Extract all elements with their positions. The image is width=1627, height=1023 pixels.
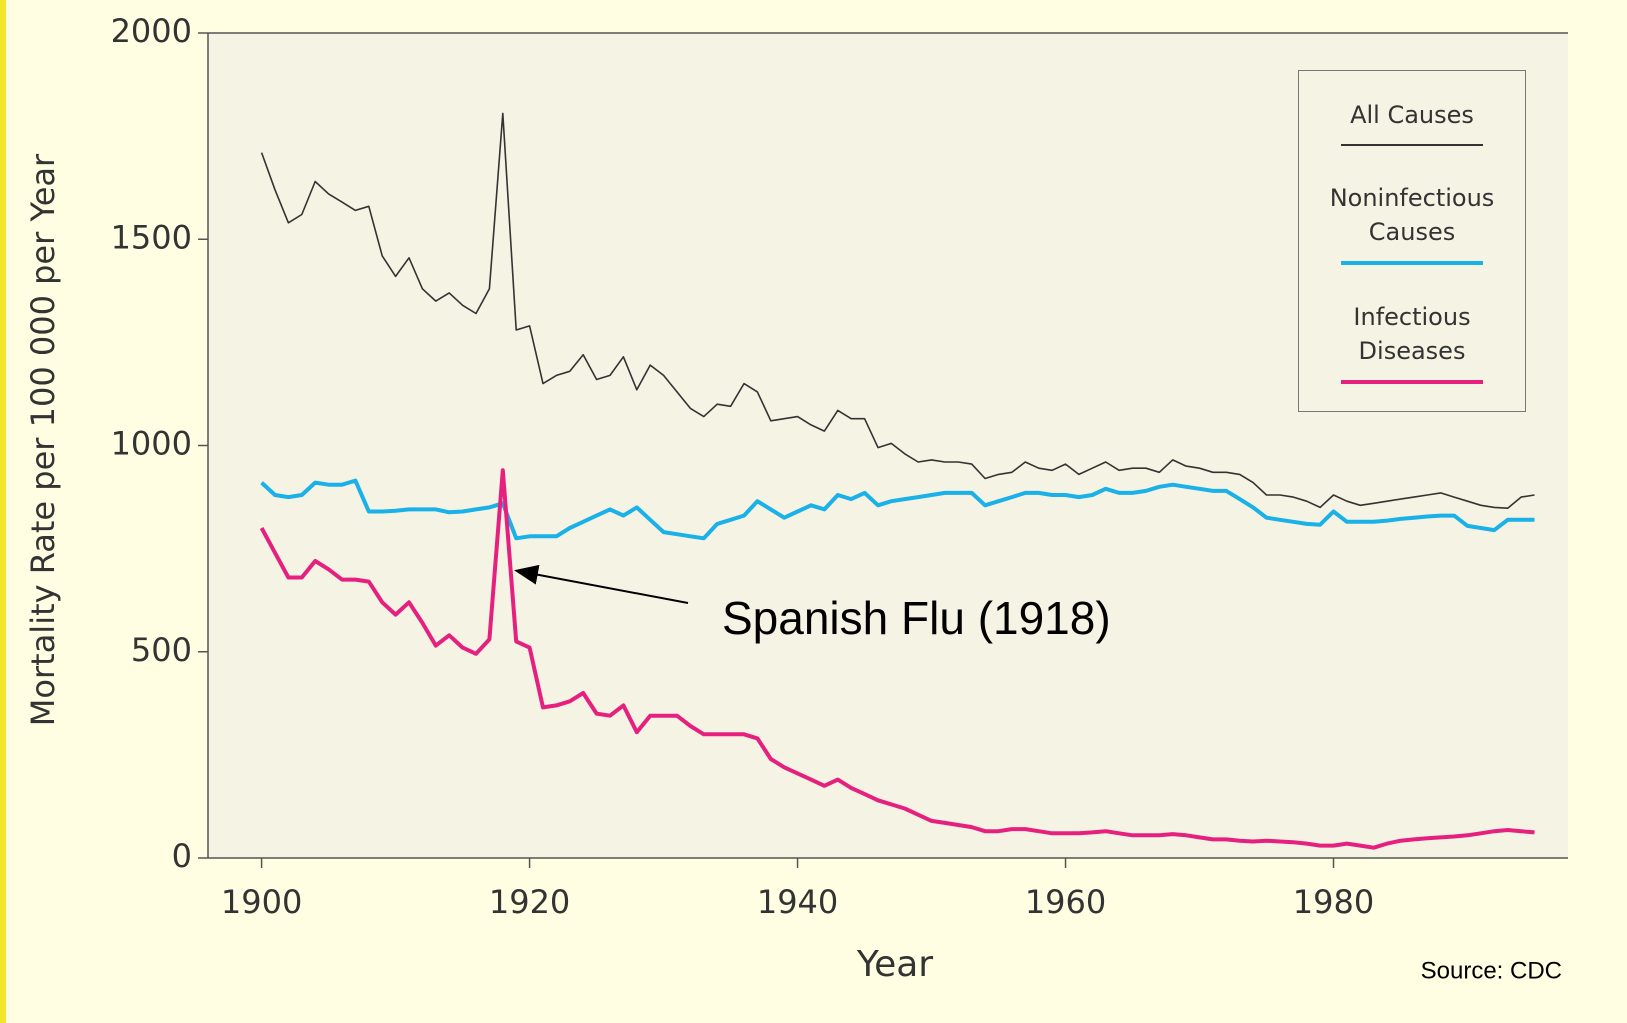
annotation-arrow	[514, 564, 689, 604]
series-line	[260, 112, 1535, 509]
legend-swatch	[1341, 260, 1483, 265]
legend-label: All Causes	[1350, 101, 1474, 130]
x-tick-label: 1960	[1025, 883, 1106, 921]
x-axis-title: Year	[856, 944, 933, 985]
source-note: Source: CDC	[1421, 957, 1562, 984]
legend-entry: Noninfectious Causes	[1299, 181, 1525, 265]
legend-label: Infectious Diseases	[1353, 302, 1471, 365]
edge-stripe	[0, 0, 6, 1023]
legend-entry: Infectious Diseases	[1299, 300, 1525, 384]
x-tick-label: 1920	[489, 883, 570, 921]
y-tick-label: 0	[172, 837, 192, 875]
legend-entry: All Causes	[1299, 98, 1525, 147]
y-tick-label: 2000	[111, 12, 192, 50]
annotation: Spanish Flu (1918)	[722, 592, 1111, 644]
y-axis-title: Mortality Rate per 100 000 per Year	[24, 153, 62, 726]
legend-swatch	[1341, 144, 1483, 147]
x-tick-label: 1980	[1293, 883, 1374, 921]
legend: All Causes Noninfectious Causes Infectious…	[1298, 70, 1526, 412]
x-tick-label: 1940	[757, 883, 838, 921]
legend-label: Noninfectious Causes	[1329, 183, 1495, 246]
series-line	[260, 478, 1535, 541]
series-line	[259, 468, 1535, 850]
legend-swatch	[1341, 379, 1483, 384]
x-tick-label: 1900	[221, 883, 302, 921]
y-tick-label: 1000	[111, 425, 192, 463]
y-tick-label: 500	[131, 631, 192, 669]
y-tick-label: 1500	[111, 218, 192, 256]
